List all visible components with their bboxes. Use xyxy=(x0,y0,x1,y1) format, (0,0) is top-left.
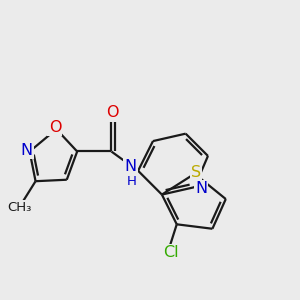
Text: O: O xyxy=(49,120,61,135)
Text: N: N xyxy=(21,142,33,158)
Text: N: N xyxy=(195,181,207,196)
Text: CH₃: CH₃ xyxy=(7,202,31,214)
Text: O: O xyxy=(106,105,119,120)
Text: N: N xyxy=(124,159,137,174)
Text: H: H xyxy=(127,175,136,188)
Text: S: S xyxy=(191,165,201,180)
Text: Cl: Cl xyxy=(163,245,178,260)
